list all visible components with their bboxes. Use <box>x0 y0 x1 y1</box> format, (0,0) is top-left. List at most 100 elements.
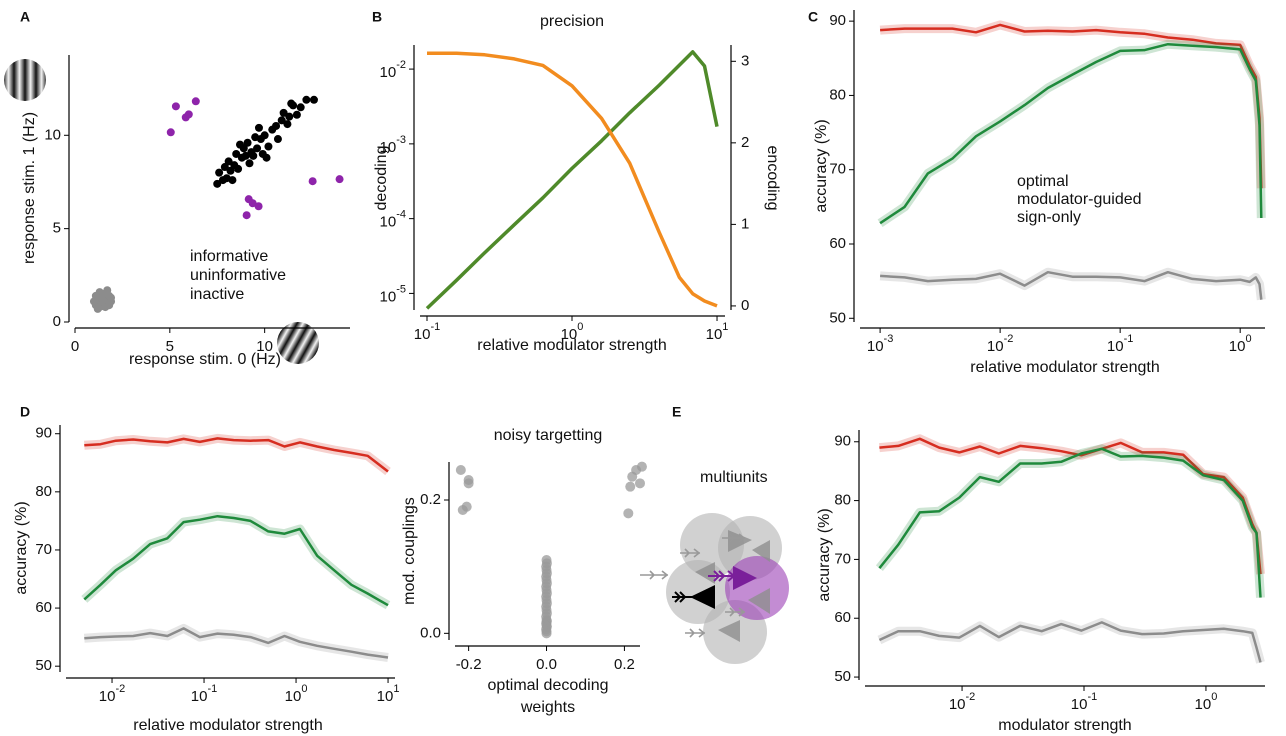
tick-label-base: 10 <box>414 326 431 343</box>
series-line <box>878 621 1262 663</box>
tick-label-exponent: -1 <box>1087 691 1097 703</box>
x-axis-label: relative modulator strength <box>477 337 666 354</box>
scatter-point <box>226 166 235 175</box>
tick-label-exponent: -3 <box>884 333 894 345</box>
tick-label: 60 <box>834 609 851 626</box>
tick-label: 10-4 <box>380 209 406 231</box>
legend-entry: modulator-guided <box>1017 191 1142 208</box>
tick-label: 0 <box>53 313 61 330</box>
y2-axis-label: encoding <box>764 146 781 211</box>
y-axis-label: response stim. 1 (Hz) <box>21 112 38 264</box>
tick-label-exponent: -2 <box>396 59 406 71</box>
tick-label-base: 0.0 <box>536 656 557 673</box>
scatter-point <box>625 481 636 492</box>
tick-label: 10-2 <box>99 683 125 705</box>
scatter-point <box>241 151 250 160</box>
tick-label: 90 <box>35 425 52 442</box>
tick-label: 90 <box>829 12 846 29</box>
series-line <box>880 270 1263 300</box>
tick-label-base: -0.2 <box>456 656 482 673</box>
tick-label-base: 10 <box>99 688 116 705</box>
tick-label-base: 10 <box>377 688 394 705</box>
tick-label-exponent: -4 <box>396 209 406 221</box>
scatter-point <box>541 628 552 639</box>
legend-entry: optimal <box>1017 173 1069 190</box>
series-line <box>879 42 1263 225</box>
tick-label-base: 10 <box>1195 696 1212 713</box>
y-axis-label: decoding <box>373 146 390 211</box>
scatter-point <box>243 138 252 147</box>
series-line <box>427 51 718 308</box>
scatter-point <box>234 164 243 173</box>
scatter-point <box>228 176 237 185</box>
tick-label-base: 10 <box>949 696 966 713</box>
scatter-point <box>279 108 288 117</box>
scatter-point <box>242 211 251 220</box>
tick-label: 10-2 <box>949 691 975 713</box>
scatter-point <box>224 157 233 166</box>
tick-label-exponent: 0 <box>301 683 307 695</box>
tick-label: 60 <box>35 599 52 616</box>
tick-label: 0.0 <box>420 624 441 641</box>
scatter-point <box>455 465 466 475</box>
tick-label: 50 <box>834 668 851 685</box>
chart-title: noisy targetting <box>494 427 603 444</box>
scatter-point <box>248 199 257 208</box>
series-line <box>425 50 719 310</box>
scatter-point <box>335 175 344 184</box>
tick-label-base: 10 <box>1229 338 1246 355</box>
tick-label: 80 <box>829 86 846 103</box>
scatter-point <box>254 123 263 132</box>
tick-label: 80 <box>35 483 52 500</box>
tick-label: 0.2 <box>420 491 441 508</box>
scatter-point <box>254 202 263 211</box>
x-axis-label: modulator strength <box>998 717 1131 734</box>
scatter-point <box>171 102 180 111</box>
scatter-point <box>283 120 292 129</box>
scatter-point <box>93 304 102 313</box>
y-axis-label: accuracy (%) <box>13 501 30 594</box>
scatter-point <box>285 112 294 121</box>
x-axis-label: response stim. 0 (Hz) <box>129 351 281 368</box>
tick-label: 100 <box>285 683 308 705</box>
tick-label-base: 10 <box>1071 696 1088 713</box>
scatter-point <box>636 461 647 472</box>
tick-label-base: 10 <box>867 338 884 355</box>
tick-label-exponent: -2 <box>1004 333 1014 345</box>
scatter-point <box>273 135 282 144</box>
series-line <box>84 627 389 659</box>
tick-label: 100 <box>561 321 584 343</box>
tick-label: 0 <box>741 297 749 314</box>
y-axis-label: accuracy (%) <box>813 119 830 212</box>
tick-label: 10-2 <box>380 59 406 81</box>
panel-letter: D <box>20 404 30 420</box>
scatter-point <box>220 163 229 172</box>
tick-label: 70 <box>834 550 851 567</box>
tick-label-base: 10 <box>561 326 578 343</box>
tick-label: 10-5 <box>380 283 406 305</box>
y-axis-label: mod. couplings <box>401 497 418 605</box>
tick-label-exponent: 0 <box>1211 691 1217 703</box>
scatter-point <box>166 128 175 137</box>
tick-label: 90 <box>834 433 851 450</box>
tick-label: 5 <box>166 338 174 355</box>
series-band <box>83 433 391 476</box>
legend-entry: inactive <box>190 286 244 303</box>
tick-label: 5 <box>53 220 61 237</box>
legend-entry: sign-only <box>1017 209 1081 226</box>
scatter-point <box>457 505 468 515</box>
series-band <box>83 623 389 662</box>
scatter-point <box>292 110 301 119</box>
panel-letter: B <box>372 9 382 25</box>
scatter-point <box>309 95 318 104</box>
series-line <box>84 437 389 473</box>
tick-label-exponent: -3 <box>396 134 406 146</box>
scatter-point <box>213 179 222 188</box>
scatter-point <box>635 478 645 489</box>
tick-label: 0.2 <box>614 656 635 673</box>
scatter-point <box>302 95 311 104</box>
scatter-point <box>107 293 116 302</box>
y-axis-label: accuracy (%) <box>816 508 833 601</box>
series-line <box>83 514 389 607</box>
